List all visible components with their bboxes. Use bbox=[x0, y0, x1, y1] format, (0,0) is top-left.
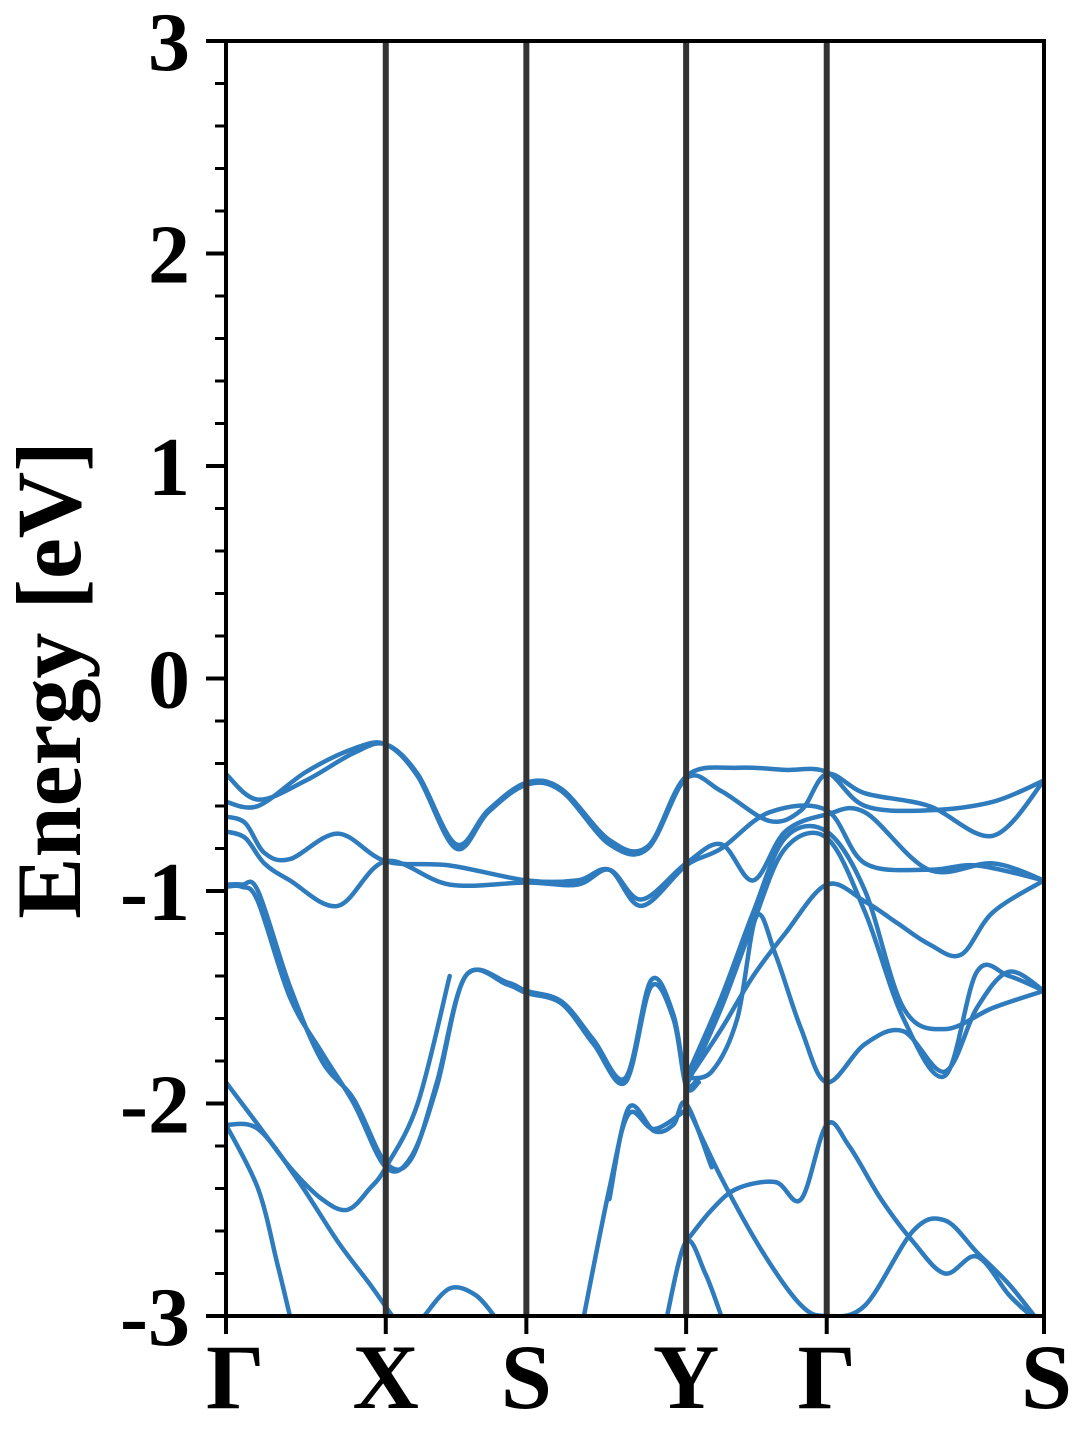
band-line-8 bbox=[683, 830, 1044, 1089]
plot-frame bbox=[224, 39, 1046, 1318]
y-tick-label: 2 bbox=[148, 209, 190, 302]
y-axis-label: Energy [eV] bbox=[0, 441, 100, 919]
x-tick-label: X bbox=[353, 1326, 419, 1428]
band-line-19 bbox=[664, 1238, 724, 1316]
band-line-7 bbox=[683, 823, 1044, 1081]
band-line-6 bbox=[226, 883, 702, 1174]
band-line-15 bbox=[581, 1107, 689, 1316]
x-tick-label: S bbox=[1021, 1326, 1072, 1428]
band-line-10 bbox=[683, 878, 1044, 1085]
band-line-5 bbox=[226, 879, 702, 1172]
band-line-18 bbox=[683, 1120, 1034, 1316]
y-tick-label: 0 bbox=[148, 634, 190, 727]
kpath-lines-layer bbox=[382, 41, 830, 1316]
y-tick-label: -1 bbox=[120, 846, 190, 939]
band-line-12 bbox=[226, 1121, 395, 1316]
band-line-13 bbox=[226, 1122, 293, 1316]
x-tick-label: Y bbox=[653, 1326, 719, 1428]
y-tick-label: -2 bbox=[120, 1059, 190, 1152]
band-line-11 bbox=[226, 973, 452, 1213]
x-tick-label: Γ bbox=[206, 1326, 265, 1428]
bands-layer bbox=[226, 740, 1044, 1316]
y-tick-label: 1 bbox=[148, 421, 190, 514]
y-tick-label: 3 bbox=[148, 0, 190, 89]
axes-layer bbox=[224, 39, 1046, 1318]
y-tick-label: -3 bbox=[120, 1271, 190, 1364]
y-ticks-layer: -3 -2 -1 0 1 2 3 bbox=[120, 0, 226, 1364]
band-line-17 bbox=[683, 1101, 1037, 1316]
band-line-16 bbox=[607, 1099, 714, 1202]
band-line-2 bbox=[226, 740, 1044, 857]
x-tick-label: S bbox=[501, 1326, 552, 1428]
x-tick-label: Γ bbox=[797, 1326, 856, 1428]
band-line-4 bbox=[226, 805, 1044, 909]
band-line-14 bbox=[421, 1284, 497, 1316]
